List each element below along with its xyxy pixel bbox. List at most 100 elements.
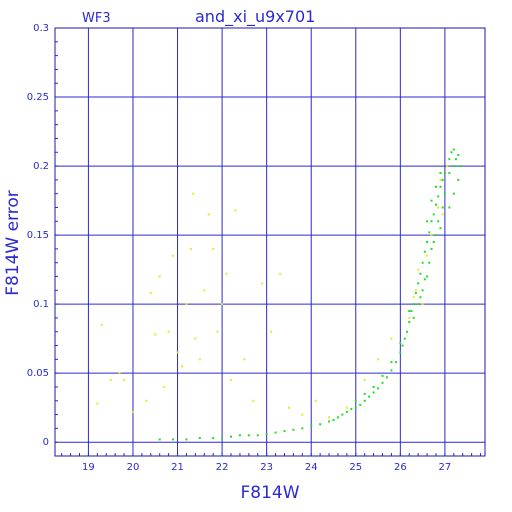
green-point	[432, 241, 435, 243]
green-point	[434, 234, 437, 237]
green-point	[274, 431, 277, 434]
yellow-point	[149, 292, 152, 295]
green-point	[212, 437, 215, 440]
green-point	[421, 289, 424, 292]
yellow-point	[301, 413, 304, 416]
green-point	[448, 206, 451, 209]
green-point	[354, 399, 357, 402]
green-point	[457, 178, 460, 181]
green-point	[372, 391, 375, 394]
green-point	[448, 171, 451, 174]
green-point	[414, 292, 417, 295]
yellow-point	[377, 358, 380, 361]
x-axis-label: F814W	[240, 483, 299, 503]
y-axis-label: F814W error	[3, 190, 23, 296]
yellow-point	[221, 303, 224, 306]
green-point	[417, 303, 420, 306]
yellow-point	[439, 178, 442, 181]
green-point	[247, 434, 250, 437]
green-point	[328, 420, 331, 423]
green-point	[292, 428, 295, 431]
yellow-point	[176, 351, 179, 354]
green-point	[455, 158, 458, 161]
yellow-point	[198, 358, 201, 361]
green-point	[381, 381, 384, 384]
yellow-point	[100, 323, 103, 326]
green-point	[443, 171, 446, 174]
green-point	[439, 227, 442, 230]
green-point	[441, 206, 444, 209]
green-point	[185, 438, 188, 441]
yellow-point	[441, 213, 444, 216]
green-point	[265, 432, 268, 435]
yellow-point	[363, 379, 366, 382]
green-point	[345, 410, 348, 413]
yellow-point	[118, 372, 121, 375]
x-tick-label: 22	[216, 462, 229, 473]
yellow-point	[417, 268, 420, 271]
x-tick-label: 21	[171, 462, 184, 473]
green-point	[359, 403, 362, 406]
green-point	[410, 310, 413, 313]
yellow-point	[243, 358, 246, 361]
yellow-point	[194, 337, 197, 340]
green-point	[336, 416, 339, 419]
yellow-point	[230, 379, 233, 382]
green-point	[423, 250, 426, 253]
yellow-point	[172, 254, 175, 257]
green-point	[198, 437, 201, 440]
yellow-point	[163, 385, 166, 388]
green-point	[443, 192, 446, 195]
yellow-point	[252, 399, 255, 402]
yellow-point	[158, 275, 161, 278]
chart-title: and_xi_u9x701	[195, 7, 315, 27]
green-point	[412, 303, 415, 306]
yellow-point	[203, 289, 206, 292]
green-point	[354, 406, 357, 409]
green-point	[301, 427, 304, 430]
y-tick-labels: 0 0.05 0.1 0.15 0.2 0.25 0.3	[27, 23, 49, 448]
yellow-point	[212, 247, 215, 250]
green-point	[368, 395, 371, 398]
green-point	[419, 272, 422, 275]
yellow-point	[225, 272, 228, 275]
green-point	[430, 247, 433, 250]
yellow-point	[167, 330, 170, 333]
green-point	[341, 413, 344, 416]
x-tick-labels: 19 20 21 22 23 24 25 26 27	[82, 462, 451, 473]
green-point	[426, 220, 429, 223]
y-tick-label: 0.1	[33, 299, 49, 310]
yellow-point	[192, 192, 195, 195]
yellow-point	[96, 402, 99, 405]
yellow-point	[261, 282, 264, 285]
yellow-point	[216, 330, 219, 333]
yellow-point	[390, 337, 393, 340]
green-point	[403, 337, 406, 340]
yellow-point	[145, 399, 148, 402]
y-tick-label: 0.15	[27, 230, 49, 241]
green-point	[377, 387, 380, 390]
yellow-point	[345, 406, 348, 409]
yellow-point	[189, 247, 192, 250]
yellow-point	[180, 365, 183, 368]
green-point	[310, 424, 313, 427]
yellow-point	[185, 303, 188, 306]
yellow-point	[430, 234, 433, 237]
x-tick-label: 25	[349, 462, 362, 473]
green-point	[430, 220, 433, 223]
yellow-point	[412, 296, 415, 299]
chart-subtitle: WF3	[82, 11, 111, 26]
green-point	[372, 385, 375, 388]
green-point	[459, 165, 462, 168]
green-point	[385, 376, 388, 379]
green-point	[457, 154, 460, 157]
green-point	[390, 361, 393, 364]
green-point	[450, 151, 453, 154]
green-point	[439, 185, 442, 188]
green-point	[452, 165, 455, 168]
green-point	[399, 351, 402, 354]
green-point	[452, 192, 455, 195]
green-point	[412, 316, 415, 319]
yellow-point	[270, 330, 273, 333]
